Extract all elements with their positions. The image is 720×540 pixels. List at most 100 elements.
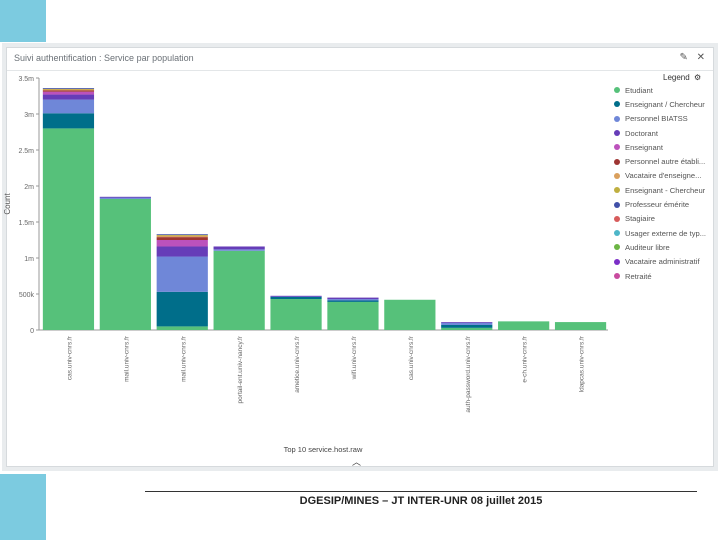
bar-segment [270, 299, 322, 330]
bar-segment [213, 250, 265, 330]
bar-segment [156, 256, 208, 292]
legend-label: Enseignant / Chercheur [625, 99, 705, 109]
legend-item[interactable]: Usager externe de typ... [614, 226, 716, 240]
x-tick-label: wifi.univ-cnrs.fr [351, 335, 358, 380]
x-tick-label: cas.univ-cnrs.fr [408, 335, 415, 380]
legend-header[interactable]: Legend ⚙ [663, 73, 701, 82]
bar-segment [327, 299, 379, 301]
bar-segment [42, 128, 95, 330]
y-tick-label: 500k [19, 292, 35, 299]
x-tick-label: portail-ent.univ-nancy.fr [237, 335, 244, 403]
bar-segment [99, 196, 151, 198]
legend-item[interactable]: Etudiant [614, 83, 716, 97]
panel-header: Suivi authentification : Service par pop… [7, 48, 713, 71]
bar-segment [42, 88, 95, 90]
bar-segment [384, 299, 436, 330]
x-tick-label: e-ch.univ-cnrs.fr [522, 335, 529, 382]
legend-item[interactable]: Enseignant / Chercheur [614, 97, 716, 111]
legend-item[interactable]: Personnel BIATSS [614, 112, 716, 126]
legend-label: Personnel BIATSS [625, 114, 688, 124]
legend-swatch-icon [614, 187, 620, 194]
x-tick-label: ldapcas.univ-cnrs.fr [579, 335, 586, 392]
bar-segment [270, 295, 322, 297]
legend-item[interactable]: Enseignant - Chercheur [614, 183, 716, 197]
bar-segment [441, 322, 493, 325]
bar-segment [554, 322, 607, 330]
legend-swatch-icon [614, 172, 620, 179]
bar-segment [327, 297, 379, 300]
bar-segment [441, 327, 493, 330]
bar-segment [156, 234, 208, 236]
legend-item[interactable]: Retraité [614, 269, 716, 283]
bar-segment [99, 197, 151, 199]
legend-label: Enseignant [625, 142, 663, 152]
legend-item[interactable]: Vacataire administratif [614, 255, 716, 269]
legend-item[interactable]: Personnel autre établi... [614, 154, 716, 168]
x-tick-label: ametice.univ-cnrs.fr [294, 335, 301, 393]
bar-segment [213, 249, 265, 251]
legend-label: Retraité [625, 271, 652, 281]
gear-icon[interactable]: ⚙ [693, 73, 702, 82]
legend-swatch-icon [614, 244, 620, 251]
bar-segment [42, 113, 95, 129]
y-tick-label: 3m [24, 112, 34, 119]
x-tick-label: mail.univ-cnrs.fr [180, 335, 187, 382]
legend-label: Doctorant [625, 128, 658, 138]
legend-swatch-icon [614, 201, 620, 208]
bar-segment [498, 321, 550, 330]
legend-label: Professeur émérite [625, 200, 690, 210]
accent-bar-bottom [0, 474, 46, 540]
chevron-up-icon[interactable]: ︿ [352, 457, 362, 467]
footer-text: DGESIP/MINES – JT INTER-UNR 08 juillet 2… [299, 495, 543, 507]
legend-label: Etudiant [625, 85, 653, 95]
legend-swatch-icon [614, 130, 620, 137]
legend-label: Personnel autre établi... [625, 157, 706, 167]
legend-label: Stagiaire [625, 214, 655, 224]
legend-item[interactable]: Enseignant [614, 140, 716, 154]
legend-swatch-icon [614, 215, 620, 222]
legend-swatch-icon [614, 101, 620, 108]
close-icon[interactable]: ✕ [696, 52, 705, 63]
bar-segment [42, 89, 95, 91]
bar-segment [156, 326, 208, 330]
bar-segment [156, 246, 208, 257]
panel-title: Suivi authentification : Service par pop… [14, 53, 194, 63]
legend-item[interactable]: Doctorant [614, 126, 716, 140]
legend-label: Usager externe de typ... [625, 228, 707, 238]
legend-item[interactable]: Professeur émérite [614, 197, 716, 211]
legend-item[interactable]: Auditeur libre [614, 240, 716, 254]
footer-rule [145, 491, 697, 492]
bar-segment [42, 90, 95, 92]
accent-bar-top [0, 0, 46, 42]
legend-swatch-icon [614, 273, 620, 279]
x-tick-label: cas.univ-cnrs.fr [66, 335, 73, 380]
x-axis-label: Top 10 service.host.raw [284, 445, 363, 454]
y-tick-label: 1.5m [18, 220, 34, 227]
bar-segment [156, 234, 208, 236]
bar-segment [270, 296, 322, 300]
bar-segment [327, 301, 379, 330]
legend-label: Auditeur libre [625, 242, 670, 252]
legend-label: Vacataire administratif [625, 257, 700, 267]
legend-swatch-icon [614, 230, 620, 237]
y-tick-label: 2m [24, 184, 34, 191]
bar-segment [441, 322, 493, 323]
bar-segment [213, 246, 265, 250]
y-tick-label: 0 [30, 328, 34, 335]
legend-swatch-icon [614, 144, 620, 151]
bar-segment [99, 198, 151, 330]
bar-segment [327, 300, 379, 302]
bar-segment [156, 291, 208, 327]
y-tick-label: 3.5m [18, 76, 34, 83]
legend-title: Legend [663, 73, 690, 82]
bar-segment [42, 91, 95, 95]
legend-item[interactable]: Stagiaire [614, 212, 716, 226]
y-tick-label: 2.5m [18, 148, 34, 155]
legend-swatch-icon [614, 115, 620, 122]
legend-item[interactable]: Vacataire d'enseigne... [614, 169, 716, 183]
x-tick-label: auth-password.univ-cnrs.fr [465, 335, 472, 412]
pencil-icon[interactable]: ✎ [679, 52, 688, 63]
bar-segment [441, 324, 493, 328]
bar-segment [156, 237, 208, 240]
x-tick-label: mail.univ-cnrs.fr [123, 335, 130, 382]
